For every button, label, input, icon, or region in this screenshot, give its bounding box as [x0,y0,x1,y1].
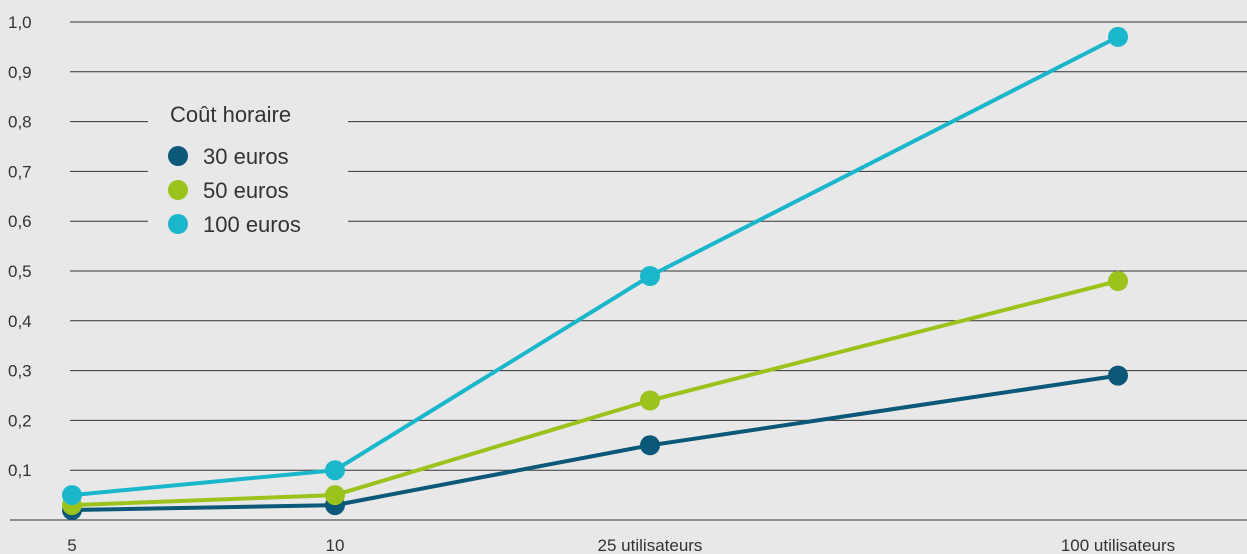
data-point [640,390,660,411]
data-point [325,460,345,481]
data-point [1108,365,1128,386]
y-tick-label: 0,7 [8,162,32,181]
data-point [640,435,660,456]
data-point [640,266,660,286]
y-axis-tick-labels: 1,0 0,9 0,8 0,7 0,6 0,5 0,4 0,3 0,2 0,1 [8,13,32,480]
y-tick-label: 0,4 [8,312,32,331]
y-tick-label: 0,3 [8,362,32,381]
legend-swatch [168,146,188,166]
legend-swatch [168,214,188,234]
y-tick-label: 1,0 [8,13,32,32]
y-tick-label: 0,2 [8,411,32,430]
data-point [62,485,82,506]
x-axis-tick-labels: 5 10 25 utilisateurs 100 utilisateurs [67,536,1175,554]
x-tick-label: 10 [326,536,345,554]
series-markers [62,26,1128,520]
x-tick-label: 100 utilisateurs [1061,536,1175,554]
data-point [325,485,345,506]
data-point [1108,26,1128,47]
series-line [70,279,1120,508]
series-line [70,34,1120,498]
y-tick-label: 0,5 [8,262,32,281]
legend: Coût horaire 30 euros 50 euros 100 euros [148,92,348,242]
legend-label: 100 euros [203,212,301,237]
y-tick-label: 0,8 [8,113,32,132]
data-point [1108,271,1128,291]
legend-label: 50 euros [203,178,289,203]
series-line [70,373,1120,512]
legend-label: 30 euros [203,144,289,169]
series-lines [70,34,1120,512]
legend-title: Coût horaire [170,102,291,127]
x-tick-label: 25 utilisateurs [598,536,703,554]
y-tick-label: 0,6 [8,212,32,231]
legend-swatch [168,180,188,200]
legend-items: 30 euros 50 euros 100 euros [168,144,301,237]
x-tick-label: 5 [67,536,76,554]
y-tick-label: 0,1 [8,461,32,480]
y-tick-label: 0,9 [8,63,32,82]
